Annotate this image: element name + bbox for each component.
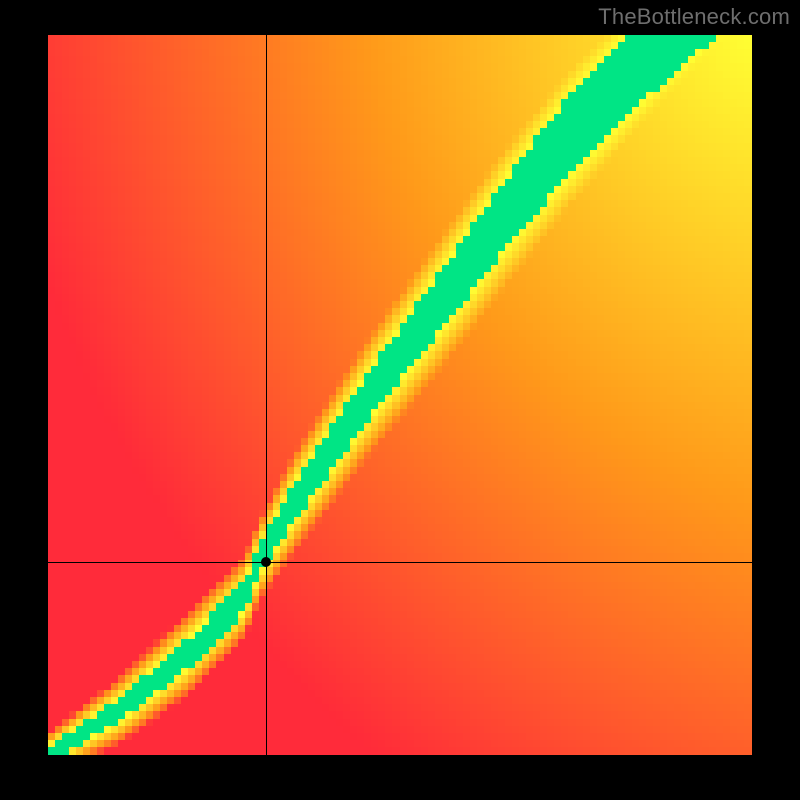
heatmap-canvas	[48, 35, 752, 755]
crosshair-marker	[261, 557, 271, 567]
chart-container: TheBottleneck.com	[0, 0, 800, 800]
watermark-text: TheBottleneck.com	[598, 4, 790, 30]
crosshair-horizontal	[48, 562, 752, 563]
heatmap-plot	[48, 35, 752, 755]
crosshair-vertical	[266, 35, 267, 755]
